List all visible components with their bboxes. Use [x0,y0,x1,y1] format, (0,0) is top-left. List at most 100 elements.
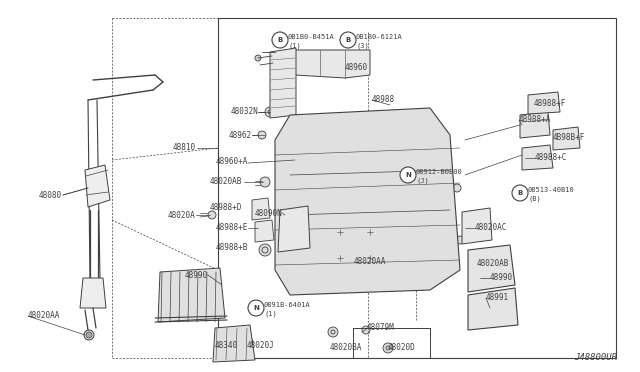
Circle shape [258,131,266,139]
Circle shape [366,228,374,236]
Polygon shape [213,325,255,362]
Polygon shape [85,165,110,207]
Circle shape [336,254,344,262]
Circle shape [456,236,464,244]
Text: 48810: 48810 [173,144,196,153]
Polygon shape [275,108,460,295]
Circle shape [248,300,264,316]
Text: 48960: 48960 [345,64,368,73]
Circle shape [530,151,540,161]
Text: (3): (3) [356,43,369,49]
Circle shape [400,167,416,183]
Circle shape [92,175,98,181]
Polygon shape [290,152,335,170]
Circle shape [497,271,507,281]
Polygon shape [252,198,270,220]
Text: 48340: 48340 [215,340,238,350]
Text: B: B [517,190,523,196]
Text: 48020D: 48020D [388,343,416,353]
Text: (1): (1) [288,43,301,49]
Polygon shape [158,268,225,322]
Text: 48020AA: 48020AA [354,257,387,266]
Text: 48988+D: 48988+D [210,202,242,212]
Text: 48988+E: 48988+E [216,224,248,232]
Circle shape [84,330,94,340]
Text: 48020AB: 48020AB [477,259,509,267]
Text: 48032N: 48032N [230,108,258,116]
Circle shape [304,58,312,66]
Circle shape [351,266,359,274]
Text: (1): (1) [264,311,276,317]
Circle shape [475,273,485,283]
Text: 08513-40B10: 08513-40B10 [528,187,575,193]
Circle shape [383,343,393,353]
Ellipse shape [420,176,440,214]
Polygon shape [520,112,550,138]
Circle shape [259,244,271,256]
Text: (B): (B) [528,196,541,202]
Circle shape [243,337,253,347]
Text: 0B1B0-6121A: 0B1B0-6121A [356,34,403,40]
Circle shape [512,185,528,201]
Circle shape [89,284,95,290]
Text: 4B98B+F: 4B98B+F [553,134,586,142]
Circle shape [486,314,494,322]
Circle shape [354,56,362,64]
Circle shape [336,228,344,236]
Text: 48991: 48991 [486,294,509,302]
Circle shape [265,107,275,117]
Text: B: B [277,37,283,43]
Ellipse shape [355,175,381,215]
Polygon shape [80,278,106,308]
Circle shape [366,254,374,262]
Text: (J): (J) [416,178,429,184]
Text: 48020BA: 48020BA [330,343,362,353]
Text: 48020A: 48020A [167,211,195,219]
Text: 48020AC: 48020AC [475,224,508,232]
Text: 48962: 48962 [229,131,252,140]
Text: 0891B-6401A: 0891B-6401A [264,302,311,308]
Circle shape [473,222,481,230]
Text: 48990: 48990 [490,273,513,282]
Circle shape [260,177,270,187]
Circle shape [208,211,216,219]
Text: J48800UR: J48800UR [574,353,617,362]
Circle shape [95,192,101,198]
Text: 48960+A: 48960+A [216,157,248,167]
Circle shape [484,302,496,314]
Text: 48988+B: 48988+B [216,244,248,253]
Text: 48080: 48080 [39,190,62,199]
Polygon shape [528,92,560,114]
Text: N: N [405,172,411,178]
Text: 48990: 48990 [185,270,208,279]
Circle shape [340,32,356,48]
Text: 48020AA: 48020AA [28,311,60,321]
Ellipse shape [299,183,321,218]
Polygon shape [270,48,296,118]
Polygon shape [468,288,518,330]
Circle shape [475,255,485,265]
Polygon shape [255,220,274,242]
Polygon shape [278,206,310,252]
Circle shape [531,119,539,127]
Circle shape [362,326,370,334]
Text: 08912-B0B00: 08912-B0B00 [416,169,463,175]
Bar [218,18,616,358]
Circle shape [86,332,92,338]
Polygon shape [522,145,553,170]
Text: 48020AB: 48020AB [210,177,242,186]
Text: 0B1B0-B451A: 0B1B0-B451A [288,34,335,40]
Text: 48090N: 48090N [254,208,282,218]
Polygon shape [462,208,492,244]
Circle shape [89,297,95,303]
Text: 48020J: 48020J [247,340,275,350]
Circle shape [453,184,461,192]
Text: 48988+C: 48988+C [535,154,568,163]
Polygon shape [295,50,370,78]
Circle shape [562,134,570,142]
Text: 48988: 48988 [372,96,395,105]
Circle shape [328,327,338,337]
Text: B: B [346,37,351,43]
Circle shape [272,32,288,48]
Polygon shape [468,245,515,292]
